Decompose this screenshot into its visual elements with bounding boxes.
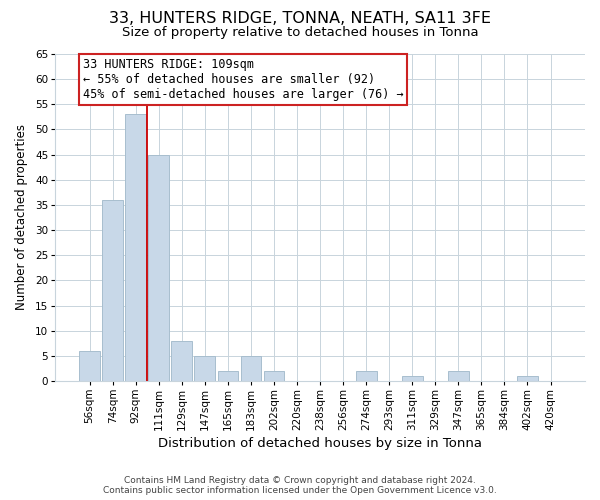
Bar bbox=[79, 351, 100, 381]
X-axis label: Distribution of detached houses by size in Tonna: Distribution of detached houses by size … bbox=[158, 437, 482, 450]
Text: Size of property relative to detached houses in Tonna: Size of property relative to detached ho… bbox=[122, 26, 478, 39]
Text: 33 HUNTERS RIDGE: 109sqm
← 55% of detached houses are smaller (92)
45% of semi-d: 33 HUNTERS RIDGE: 109sqm ← 55% of detach… bbox=[83, 58, 403, 101]
Bar bbox=[102, 200, 123, 381]
Text: Contains HM Land Registry data © Crown copyright and database right 2024.
Contai: Contains HM Land Registry data © Crown c… bbox=[103, 476, 497, 495]
Bar bbox=[263, 371, 284, 381]
Y-axis label: Number of detached properties: Number of detached properties bbox=[15, 124, 28, 310]
Bar bbox=[218, 371, 238, 381]
Bar bbox=[148, 154, 169, 381]
Bar bbox=[402, 376, 422, 381]
Bar bbox=[125, 114, 146, 381]
Bar bbox=[517, 376, 538, 381]
Bar bbox=[194, 356, 215, 381]
Bar bbox=[172, 340, 192, 381]
Text: 33, HUNTERS RIDGE, TONNA, NEATH, SA11 3FE: 33, HUNTERS RIDGE, TONNA, NEATH, SA11 3F… bbox=[109, 11, 491, 26]
Bar bbox=[448, 371, 469, 381]
Bar bbox=[241, 356, 261, 381]
Bar bbox=[356, 371, 377, 381]
